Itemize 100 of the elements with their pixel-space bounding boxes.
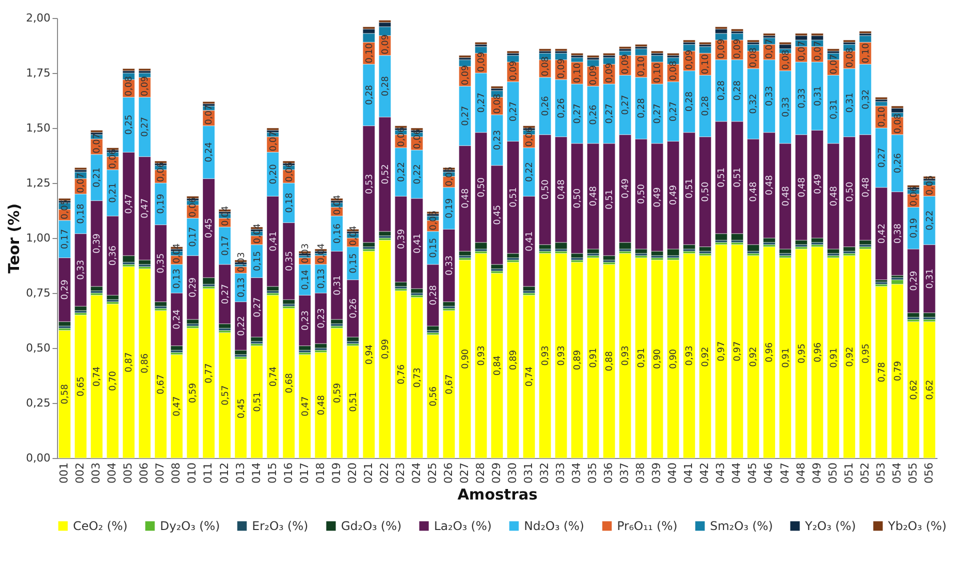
data-label: 0,28 bbox=[733, 80, 744, 101]
data-label: 0,38 bbox=[893, 223, 904, 244]
bar bbox=[747, 255, 760, 458]
bar bbox=[586, 258, 600, 458]
data-label: 0,89 bbox=[573, 350, 584, 370]
bar bbox=[138, 268, 151, 458]
x-tick-label: 016 bbox=[282, 462, 295, 484]
data-label: 0,74 bbox=[525, 366, 536, 387]
data-label: 0,41 bbox=[268, 231, 279, 252]
data-label: 0,28 bbox=[428, 284, 439, 306]
data-label: 0,70 bbox=[108, 370, 119, 392]
data-label: 0,51 bbox=[509, 187, 520, 208]
x-tick-label: 055 bbox=[906, 462, 920, 484]
data-label: 0,47 bbox=[124, 194, 135, 214]
x-tick-label: 031 bbox=[522, 462, 536, 484]
bar bbox=[202, 101, 215, 104]
data-label: 0,68 bbox=[284, 372, 295, 394]
bar bbox=[266, 128, 279, 130]
x-tick-label: 015 bbox=[266, 462, 279, 484]
x-tick-label: 045 bbox=[746, 462, 760, 484]
data-label: 0,48 bbox=[797, 177, 808, 198]
data-label: 0,92 bbox=[845, 346, 856, 367]
bar bbox=[346, 346, 360, 458]
data-label: 0,09 bbox=[605, 62, 616, 83]
data-label: 0,33 bbox=[765, 86, 776, 106]
data-label: 0,78 bbox=[877, 362, 888, 382]
legend-label: Y₂O₃ (%) bbox=[804, 519, 856, 533]
y-tick-label: 1,00 bbox=[26, 232, 50, 244]
x-tick-label: 017 bbox=[298, 462, 311, 484]
bar bbox=[763, 246, 776, 458]
data-label: 0,90 bbox=[669, 348, 680, 370]
data-label: 0,33 bbox=[797, 88, 808, 108]
x-tick-label: 013 bbox=[234, 462, 247, 484]
data-label: 0,27 bbox=[621, 94, 632, 115]
bar bbox=[779, 42, 792, 45]
bar bbox=[410, 128, 424, 130]
data-label: 0,14 bbox=[300, 270, 311, 290]
data-label: 0,48 bbox=[781, 186, 792, 206]
data-label: 0,18 bbox=[284, 192, 295, 213]
bar bbox=[490, 273, 504, 458]
y-tick-label: 0,75 bbox=[26, 286, 50, 300]
data-label: 0,32 bbox=[749, 94, 760, 114]
data-label: 0,20 bbox=[268, 164, 279, 184]
data-label: 0,59 bbox=[332, 382, 343, 404]
bar bbox=[426, 334, 440, 458]
x-tick-label: 025 bbox=[426, 462, 439, 484]
data-label: 0,27 bbox=[140, 116, 151, 137]
x-tick-label: 022 bbox=[378, 462, 391, 484]
x-tick-label: 026 bbox=[442, 462, 455, 484]
x-tick-label: 050 bbox=[826, 462, 840, 484]
bar bbox=[683, 40, 696, 42]
x-tick-label: 035 bbox=[586, 462, 600, 484]
bar bbox=[650, 260, 664, 458]
x-tick-label: 003 bbox=[90, 462, 103, 484]
data-label: 0,41 bbox=[525, 231, 536, 252]
bar bbox=[522, 295, 536, 458]
data-label: 0,28 bbox=[380, 76, 391, 96]
data-label: 0,86 bbox=[140, 353, 151, 374]
data-label: 0,74 bbox=[268, 366, 279, 387]
data-label: 0,50 bbox=[541, 179, 552, 200]
bar bbox=[907, 321, 920, 458]
legend-label: Sm₂O₃ (%) bbox=[710, 519, 773, 533]
data-label: 0,03 bbox=[236, 252, 247, 272]
data-label: 0,73 bbox=[412, 368, 423, 388]
data-label: 0,07 bbox=[204, 104, 215, 125]
bar bbox=[699, 255, 712, 458]
bar bbox=[282, 308, 295, 458]
legend-label: Yb₂O₃ (%) bbox=[887, 519, 947, 533]
bar bbox=[138, 68, 151, 71]
data-label: 0,51 bbox=[733, 167, 744, 188]
data-label: 0,91 bbox=[637, 348, 648, 368]
x-tick-label: 051 bbox=[842, 462, 856, 484]
data-label: 0,16 bbox=[332, 223, 343, 244]
data-label: 0,08 bbox=[541, 56, 552, 76]
data-label: 0,47 bbox=[140, 198, 151, 218]
bar bbox=[506, 262, 520, 458]
data-label: 0,45 bbox=[493, 204, 503, 225]
legend-label: La₂O₃ (%) bbox=[434, 519, 492, 533]
bar bbox=[554, 253, 568, 458]
bar bbox=[811, 246, 824, 458]
data-label: 0,27 bbox=[476, 92, 487, 113]
data-label: 0,50 bbox=[701, 182, 712, 202]
bar bbox=[202, 104, 215, 106]
data-label: 0,39 bbox=[396, 228, 407, 250]
x-tick-label: 005 bbox=[122, 462, 135, 484]
data-label: 0,47 bbox=[172, 396, 183, 416]
data-label: 0,48 bbox=[861, 177, 872, 198]
bar bbox=[891, 284, 904, 458]
x-tick-label: 044 bbox=[730, 462, 744, 484]
x-tick-label: 028 bbox=[474, 462, 487, 484]
x-tick-label: 012 bbox=[218, 462, 231, 484]
bar bbox=[106, 304, 119, 458]
data-label: 0,93 bbox=[685, 346, 696, 366]
data-label: 0,13 bbox=[236, 277, 247, 298]
bar bbox=[650, 50, 664, 54]
data-label: 0,93 bbox=[476, 346, 487, 366]
data-label: 0,49 bbox=[669, 184, 680, 206]
data-label: 0,04 bbox=[332, 194, 343, 215]
data-label: 0,17 bbox=[188, 226, 199, 247]
x-tick-label: 008 bbox=[170, 462, 183, 484]
